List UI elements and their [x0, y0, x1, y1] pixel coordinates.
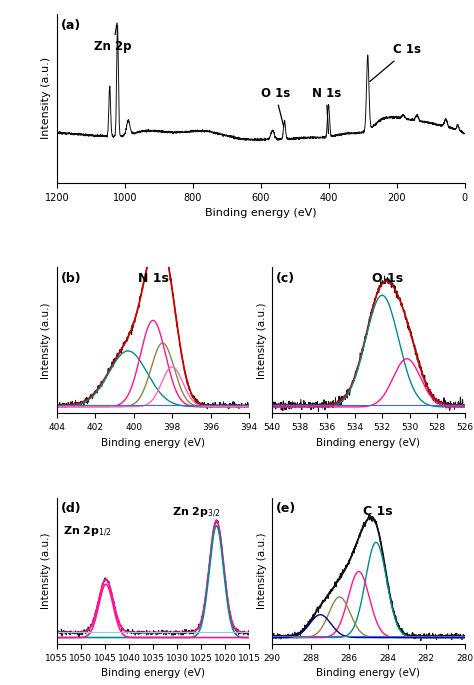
Y-axis label: Intensity (a.u.): Intensity (a.u.)	[257, 533, 267, 609]
Text: Zn 2p$_{1/2}$: Zn 2p$_{1/2}$	[63, 525, 112, 538]
Text: O 1s: O 1s	[261, 86, 290, 127]
Text: C 1s: C 1s	[370, 43, 421, 82]
Y-axis label: Intensity (a.u.): Intensity (a.u.)	[257, 302, 267, 379]
Text: Zn 2p$_{3/2}$: Zn 2p$_{3/2}$	[172, 506, 221, 520]
X-axis label: Binding energy (eV): Binding energy (eV)	[101, 668, 205, 678]
X-axis label: Binding energy (eV): Binding energy (eV)	[101, 438, 205, 447]
Y-axis label: Intensity (a.u.): Intensity (a.u.)	[41, 533, 51, 609]
Text: Zn 2p: Zn 2p	[94, 23, 132, 53]
Text: C 1s: C 1s	[363, 506, 393, 519]
Text: (d): (d)	[61, 502, 82, 515]
Text: (b): (b)	[61, 272, 82, 285]
Text: (e): (e)	[276, 502, 296, 515]
Y-axis label: Intensity (a.u.): Intensity (a.u.)	[41, 302, 51, 379]
X-axis label: Binding energy (eV): Binding energy (eV)	[316, 438, 420, 447]
X-axis label: Binding energy (eV): Binding energy (eV)	[205, 208, 317, 218]
Text: (a): (a)	[61, 18, 81, 32]
Y-axis label: Intensity (a.u.): Intensity (a.u.)	[41, 57, 51, 139]
Text: N 1s: N 1s	[137, 272, 168, 285]
Text: O 1s: O 1s	[372, 272, 403, 285]
Text: (c): (c)	[276, 272, 295, 285]
X-axis label: Binding energy (eV): Binding energy (eV)	[316, 668, 420, 678]
Text: N 1s: N 1s	[311, 86, 341, 134]
